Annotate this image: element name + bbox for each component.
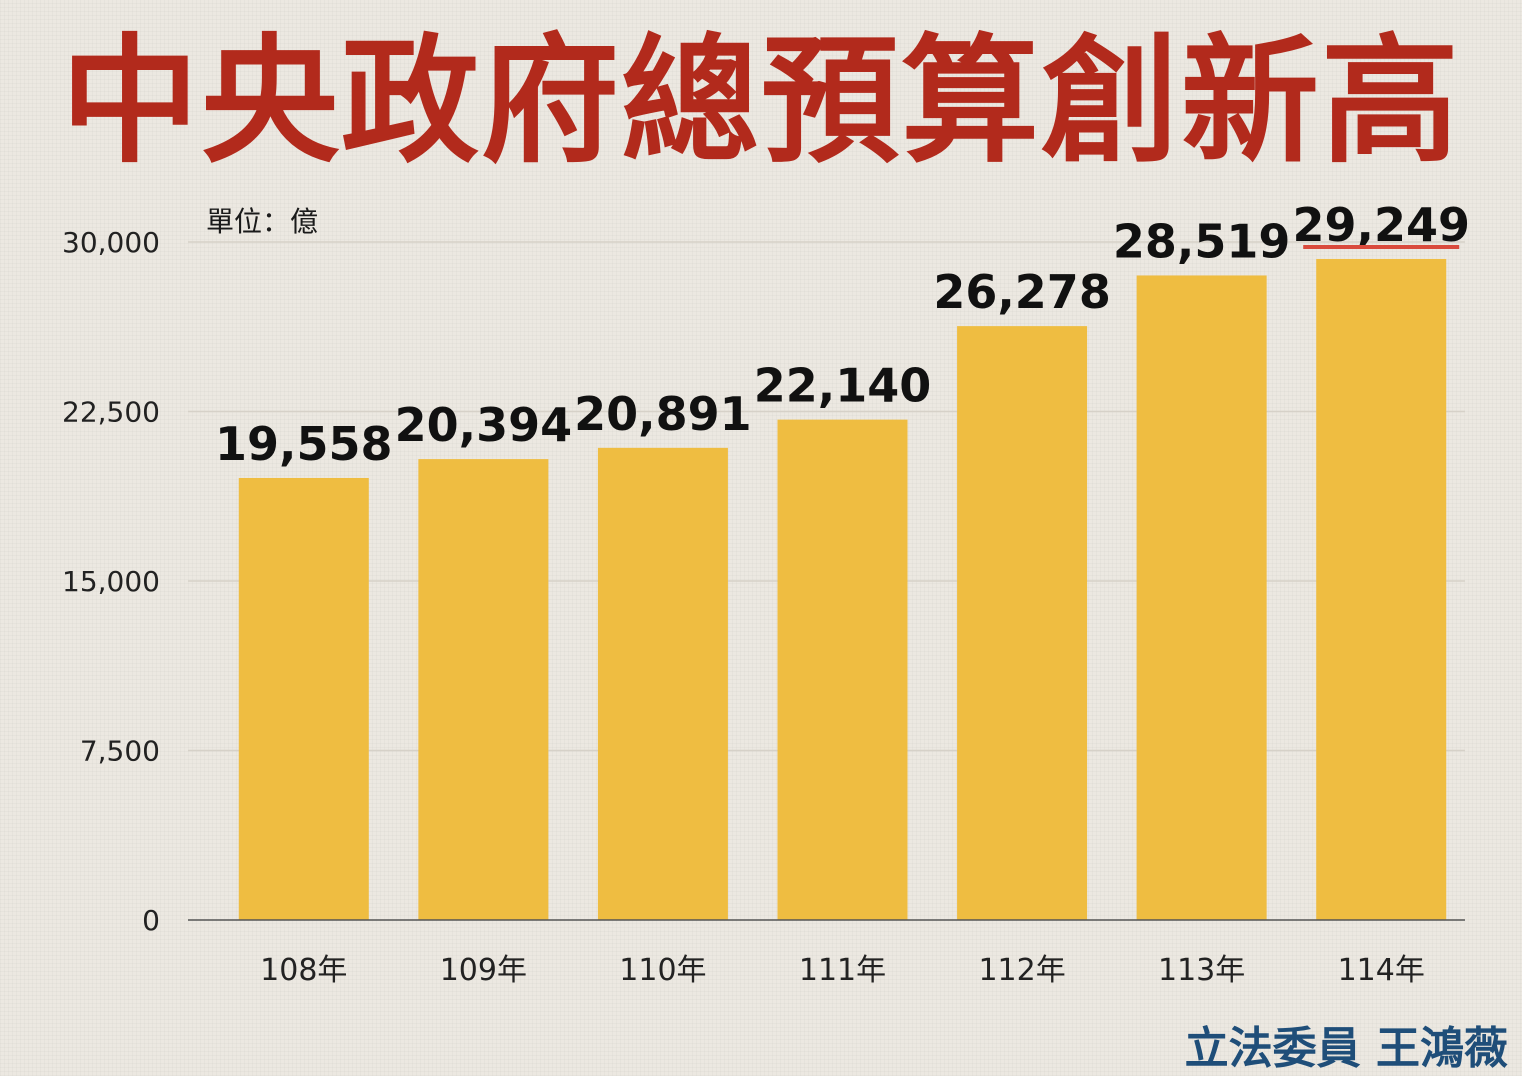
bars — [238, 258, 1447, 921]
chart-title: 中央政府總預算創新高 — [60, 21, 1461, 182]
bar — [418, 459, 549, 920]
bar — [238, 477, 369, 920]
bar — [1316, 258, 1447, 920]
x-category-label: 113年 — [1158, 953, 1245, 988]
bar — [957, 326, 1088, 920]
credit-label: 立法委員 王鴻薇 — [1184, 1023, 1508, 1074]
x-category-label: 108年 — [260, 953, 347, 988]
y-tick-label: 15,000 — [62, 565, 160, 598]
data-label: 19,558 — [215, 417, 393, 471]
x-category-label: 109年 — [440, 953, 527, 988]
data-label: 20,394 — [395, 398, 573, 452]
x-category-label: 110年 — [619, 953, 706, 988]
y-tick-label: 22,500 — [62, 396, 160, 429]
y-tick-label: 30,000 — [62, 226, 160, 259]
y-tick-label: 0 — [142, 904, 160, 937]
y-tick-label: 7,500 — [80, 735, 160, 768]
x-category-label: 111年 — [799, 953, 886, 988]
x-category-label: 114年 — [1338, 953, 1425, 988]
data-label: 29,249 — [1292, 198, 1470, 252]
bar — [1136, 275, 1267, 921]
x-category-label: 112年 — [978, 953, 1065, 988]
data-label: 22,140 — [754, 359, 932, 413]
data-label: 20,891 — [574, 387, 752, 441]
bar — [777, 419, 908, 920]
data-label: 26,278 — [933, 265, 1111, 319]
y-axis-ticks: 0 7,500 15,000 22,500 30,000 — [62, 226, 160, 937]
x-axis-categories: 108年 109年 110年 111年 112年 113年 114年 — [260, 953, 1425, 988]
unit-label: 單位：億 — [206, 205, 319, 238]
data-label: 28,519 — [1113, 214, 1291, 268]
bar — [597, 447, 728, 920]
